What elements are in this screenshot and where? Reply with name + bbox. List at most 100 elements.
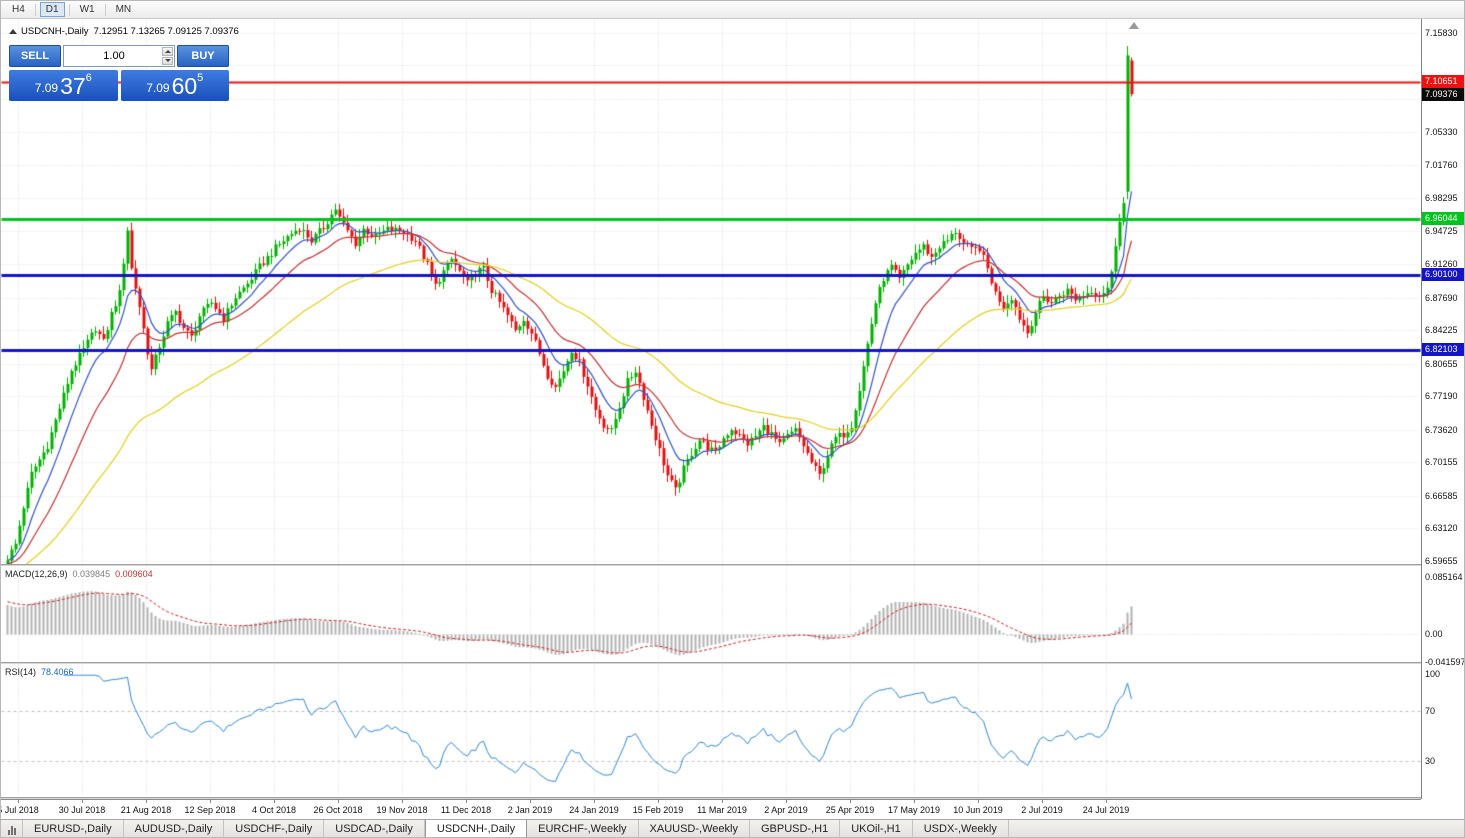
volume-input[interactable] <box>64 46 174 66</box>
toolbar-separator <box>104 3 106 16</box>
timeframe-button-mn[interactable]: MN <box>110 2 138 17</box>
date-axis-tick <box>786 800 787 803</box>
price-axis-tick: 6.66585 <box>1425 490 1458 501</box>
date-axis-tick <box>530 800 531 803</box>
date-axis-tick <box>338 800 339 803</box>
chart-tab[interactable]: UKOil-,H1 <box>840 820 913 837</box>
price-axis[interactable]: 7.15830 7.05330 7.01760 6.98295 6.94725 6.912… <box>1421 19 1465 799</box>
pane-separator[interactable] <box>1 564 1464 566</box>
price-axis-tick: 6.98295 <box>1425 192 1458 203</box>
date-axis-label: 26 Oct 2018 <box>313 805 363 815</box>
pane-separator <box>1 797 1464 799</box>
macd-main-value: 0.039845 <box>72 569 111 579</box>
chart-tab[interactable]: EURCHF-,Weekly <box>527 820 639 837</box>
chart-tabs-bar: EURUSD-,Daily AUDUSD-,Daily USDCHF-,Daily U… <box>1 819 1464 837</box>
date-axis-tick <box>594 800 595 803</box>
rsi-axis-tick: 30 <box>1425 756 1436 766</box>
volume-spinner <box>162 47 173 65</box>
chart-tab[interactable]: USDCAD-,Daily <box>324 820 425 837</box>
macd-axis-tick: 0.085164 <box>1425 572 1463 583</box>
chart-shift-marker-icon[interactable] <box>1129 22 1139 29</box>
volume-decrease-button[interactable] <box>162 56 173 65</box>
rsi-axis-tick: 70 <box>1425 706 1436 716</box>
timeframe-toolbar: H4 D1 W1 MN <box>1 1 1464 19</box>
chart-tab[interactable]: EURUSD-,Daily <box>23 820 124 837</box>
date-axis-label: 17 May 2019 <box>887 805 941 815</box>
macd-signal-value: 0.009604 <box>115 569 153 579</box>
date-axis-tick <box>18 800 19 803</box>
buy-price-point: 5 <box>197 72 204 84</box>
price-axis-tick: 6.91260 <box>1425 258 1458 269</box>
timeframe-button-d1[interactable]: D1 <box>39 2 65 17</box>
date-axis-tick <box>978 800 979 803</box>
date-axis-tick <box>274 800 275 803</box>
date-axis-label: 19 Nov 2018 <box>376 805 428 815</box>
price-axis-tick: 7.05330 <box>1425 126 1458 137</box>
macd-pane-canvas[interactable] <box>1 566 1421 662</box>
date-axis-label: 2 Apr 2019 <box>764 805 808 815</box>
price-axis-tick: 6.80655 <box>1425 358 1458 369</box>
hline-price-tag: 6.90100 <box>1422 267 1464 281</box>
macd-indicator-label: MACD(12,26,9) 0.039845 0.009604 <box>5 569 153 579</box>
chart-list-icon[interactable] <box>1 820 23 837</box>
price-axis-tick: 6.84225 <box>1425 325 1458 336</box>
chart-tab[interactable]: GBPUSD-,H1 <box>750 820 841 837</box>
date-axis-label: 2 Jul 2019 <box>1021 805 1063 815</box>
price-axis-tick: 6.73620 <box>1425 424 1458 435</box>
date-axis-label: 15 Feb 2019 <box>632 805 684 815</box>
one-click-collapse-icon[interactable] <box>9 29 17 34</box>
price-axis-tick: 6.87690 <box>1425 292 1458 303</box>
date-axis-tick <box>402 800 403 803</box>
date-axis-label: 21 Aug 2018 <box>120 805 172 815</box>
rsi-value: 78.4066 <box>41 667 74 677</box>
sell-button[interactable]: SELL <box>9 45 61 67</box>
chart-ohlc-header: USDCNH-,Daily 7.12951 7.13265 7.09125 7.0… <box>9 26 239 37</box>
date-axis-label: 4 Oct 2018 <box>251 805 297 815</box>
sell-price-base: 7.09 <box>34 81 59 95</box>
price-axis-tick: 6.59655 <box>1425 556 1458 567</box>
toolbar-separator <box>34 3 36 16</box>
arrow-down-icon <box>164 59 171 63</box>
rsi-indicator-label: RSI(14) 78.4066 <box>5 667 74 677</box>
date-axis-tick <box>1106 800 1107 803</box>
date-axis-tick <box>722 800 723 803</box>
sell-price-point: 6 <box>85 72 92 84</box>
chart-symbol-label: USDCNH-,Daily <box>21 26 89 37</box>
timeframe-button-w1[interactable]: W1 <box>74 2 101 17</box>
sell-price-pips: 37 <box>60 73 86 99</box>
date-axis-label: 24 Jan 2019 <box>569 805 619 815</box>
macd-axis-tick: -0.041597 <box>1425 656 1465 667</box>
buy-price-display[interactable]: 7.09 60 5 <box>120 70 229 101</box>
price-axis-tick: 7.01760 <box>1425 160 1458 171</box>
sell-price-display[interactable]: 7.09 37 6 <box>9 70 118 101</box>
chart-tab[interactable]: USDX-,Weekly <box>913 820 1009 837</box>
arrow-up-icon <box>164 49 171 53</box>
toolbar-separator <box>68 3 70 16</box>
chart-tab[interactable]: AUDUSD-,Daily <box>124 820 225 837</box>
price-axis-tick: 6.63120 <box>1425 523 1458 534</box>
price-chart-canvas[interactable] <box>1 19 1421 564</box>
price-axis-tick: 6.77190 <box>1425 391 1458 402</box>
buy-button[interactable]: BUY <box>177 45 229 67</box>
date-axis-label: 2 Jan 2019 <box>507 805 553 815</box>
rsi-axis-tick: 100 <box>1425 668 1441 679</box>
chart-tab[interactable]: USDCHF-,Daily <box>224 820 325 837</box>
volume-field <box>63 45 175 67</box>
date-axis[interactable]: 5 Jul 2018 30 Jul 2018 21 Aug 2018 12 Sep 2… <box>1 799 1421 819</box>
date-axis-tick <box>850 800 851 803</box>
chart-tab[interactable]: USDCNH-,Daily <box>424 820 528 837</box>
chart-tab[interactable]: XAUUSD-,Weekly <box>639 820 750 837</box>
date-axis-tick <box>658 800 659 803</box>
date-axis-label: 5 Jul 2018 <box>0 805 39 815</box>
date-axis-label: 25 Apr 2019 <box>825 805 875 815</box>
volume-increase-button[interactable] <box>162 47 173 56</box>
date-axis-tick <box>82 800 83 803</box>
date-axis-label: 11 Mar 2019 <box>697 805 747 815</box>
pane-separator[interactable] <box>1 662 1464 664</box>
timeframe-button-h4[interactable]: H4 <box>6 2 31 17</box>
rsi-pane-canvas[interactable] <box>1 664 1421 797</box>
date-axis-label: 12 Sep 2018 <box>184 805 236 815</box>
date-axis-tick <box>210 800 211 803</box>
